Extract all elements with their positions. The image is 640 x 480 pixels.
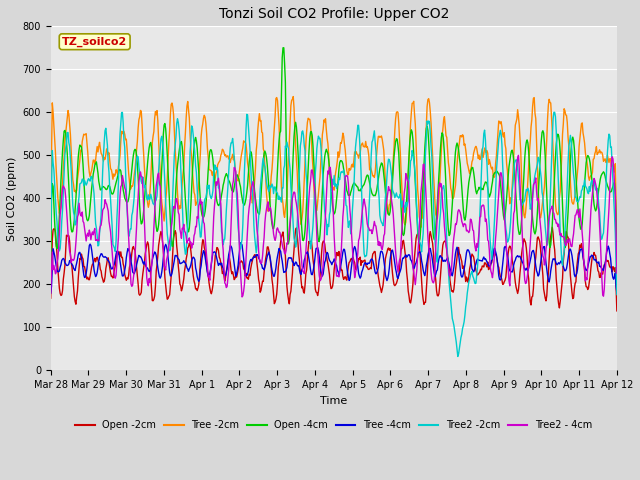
Tree2 -2cm [550,109,557,115]
Open -2cm [613,308,621,314]
Line: Open -2cm: Open -2cm [51,227,617,311]
Tree -2cm [203,131,211,136]
Tree2 - 4cm [404,178,412,183]
Open -4cm [420,162,428,168]
Line: Open -4cm: Open -4cm [51,48,617,284]
Tree -4cm [203,264,211,270]
Tree -4cm [613,290,621,296]
Title: Tonzi Soil CO2 Profile: Upper CO2: Tonzi Soil CO2 Profile: Upper CO2 [219,7,449,21]
Legend: Open -2cm, Tree -2cm, Open -4cm, Tree -4cm, Tree2 -2cm, Tree2 - 4cm: Open -2cm, Tree -2cm, Open -4cm, Tree -4… [71,417,596,434]
Tree -4cm [237,240,244,246]
Tree -4cm [57,262,65,267]
Tree -4cm [420,270,428,276]
Tree2 -2cm [115,150,123,156]
Line: Tree -4cm: Tree -4cm [51,243,617,293]
X-axis label: Time: Time [320,396,348,406]
Text: TZ_soilco2: TZ_soilco2 [62,36,127,47]
Tree -4cm [404,253,412,259]
Tree -2cm [289,94,297,99]
Tree -2cm [115,159,123,165]
Tree2 - 4cm [515,153,522,158]
Open -2cm [173,243,180,249]
Tree2 -2cm [57,235,65,240]
Tree2 - 4cm [203,254,211,260]
Tree2 -2cm [419,230,427,236]
Tree -2cm [420,181,428,187]
Line: Tree2 - 4cm: Tree2 - 4cm [51,156,617,297]
Open -4cm [613,281,621,287]
Open -2cm [57,292,65,298]
Open -2cm [403,269,410,275]
Open -4cm [173,171,180,177]
Tree -2cm [173,173,180,179]
Tree2 - 4cm [47,290,54,296]
Open -4cm [115,167,123,172]
Tree2 -2cm [454,354,461,360]
Open -4cm [279,45,287,51]
Tree2 -2cm [47,228,54,233]
Tree -2cm [57,204,65,209]
Open -4cm [57,178,65,183]
Tree2 -2cm [203,190,211,196]
Tree -4cm [47,290,54,296]
Open -4cm [47,265,54,271]
Tree2 - 4cm [613,270,621,276]
Line: Tree -2cm: Tree -2cm [51,96,617,241]
Y-axis label: Soil CO2 (ppm): Soil CO2 (ppm) [7,156,17,240]
Open -2cm [115,249,123,255]
Open -2cm [47,295,54,301]
Tree -4cm [115,253,123,259]
Tree2 -2cm [403,204,410,210]
Tree2 - 4cm [173,196,180,202]
Open -4cm [404,184,412,190]
Open -2cm [419,297,427,302]
Tree -2cm [47,204,54,209]
Tree2 - 4cm [115,211,123,217]
Tree2 - 4cm [57,205,65,211]
Tree2 -2cm [613,292,621,298]
Open -2cm [203,263,211,268]
Open -4cm [203,192,211,198]
Tree2 - 4cm [238,294,246,300]
Line: Tree2 -2cm: Tree2 -2cm [51,112,617,357]
Tree2 -2cm [173,120,180,126]
Tree -2cm [404,197,412,203]
Tree2 - 4cm [420,161,428,167]
Tree -4cm [173,253,180,259]
Tree -2cm [613,239,621,244]
Open -2cm [548,224,556,230]
